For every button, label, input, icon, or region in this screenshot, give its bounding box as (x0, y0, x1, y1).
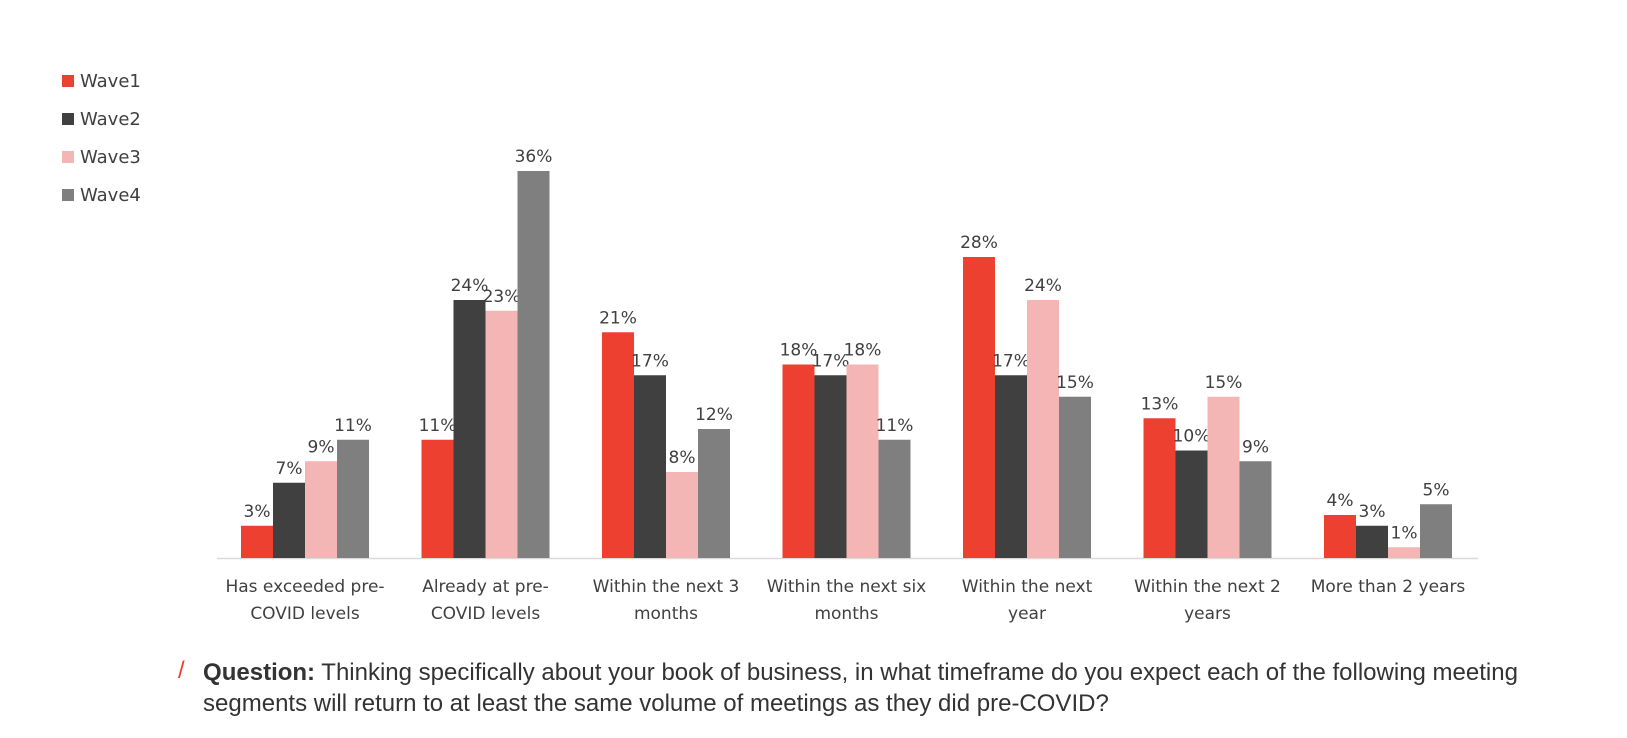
bar-wave3-4 (1027, 300, 1059, 558)
data-label: 7% (276, 459, 303, 479)
category-label: Has exceeded pre-COVID levels (225, 577, 384, 624)
data-label: 1% (1391, 523, 1418, 543)
bar-wave2-3 (814, 375, 847, 558)
question-label: Question: (203, 659, 316, 686)
data-label: 11% (876, 416, 914, 436)
bar-wave3-2 (666, 472, 698, 558)
data-label: 8% (669, 448, 696, 468)
question-block: / Question: Thinking specifically about … (178, 657, 1598, 719)
data-label: 17% (631, 351, 669, 371)
bar-wave4-2 (698, 429, 730, 558)
bar-wave3-1 (485, 310, 518, 558)
bar-wave1-3 (782, 364, 815, 558)
data-label: 24% (451, 276, 489, 296)
data-label: 9% (1242, 437, 1269, 457)
category-label: Within the next six months (767, 577, 927, 624)
data-label: 5% (1423, 480, 1450, 500)
category-label: Within the next year (962, 577, 1093, 624)
legend-swatch (62, 151, 74, 163)
bar-wave1-2 (602, 332, 634, 558)
bar-wave4-5 (1239, 461, 1272, 558)
slash-marker: / (178, 657, 185, 684)
bar-wave2-0 (273, 482, 305, 558)
data-label: 28% (960, 233, 998, 253)
legend-item-wave3: Wave3 (62, 138, 141, 176)
bar-wave2-6 (1356, 525, 1388, 558)
category-label: More than 2 years (1311, 577, 1466, 597)
legend-item-wave2: Wave2 (62, 100, 141, 138)
bar-wave1-5 (1143, 418, 1176, 558)
data-label: 18% (780, 341, 818, 361)
category-label: Already at pre-COVID levels (422, 577, 549, 624)
data-label: 11% (334, 416, 372, 436)
data-label: 13% (1141, 394, 1179, 414)
data-label: 17% (992, 351, 1030, 371)
data-label: 12% (695, 405, 733, 425)
data-label: 23% (483, 287, 521, 307)
question-body: Thinking specifically about your book of… (203, 659, 1518, 717)
bar-wave1-1 (421, 439, 454, 558)
data-label: 9% (308, 437, 335, 457)
data-label: 3% (1359, 502, 1386, 522)
category-label: Within the next 3 months (593, 577, 740, 624)
legend-item-wave4: Wave4 (62, 176, 141, 214)
bar-wave4-0 (337, 439, 369, 558)
data-label: 36% (515, 147, 553, 167)
data-label: 11% (419, 416, 457, 436)
data-label: 3% (244, 502, 271, 522)
data-label: 15% (1056, 373, 1094, 393)
bar-wave3-3 (846, 364, 879, 558)
bar-wave1-0 (241, 525, 273, 558)
bar-wave2-5 (1175, 450, 1208, 558)
question-text: Question: Thinking specifically about yo… (203, 657, 1598, 719)
data-label: 15% (1205, 373, 1243, 393)
legend-label: Wave4 (80, 184, 141, 206)
data-label: 17% (812, 351, 850, 371)
bar-wave4-3 (878, 439, 911, 558)
data-label: 4% (1327, 491, 1354, 511)
data-label: 21% (599, 308, 637, 328)
bar-wave3-5 (1207, 396, 1240, 558)
bar-wave2-4 (995, 375, 1027, 558)
bar-wave1-6 (1324, 515, 1356, 558)
legend-swatch (62, 75, 74, 87)
category-label: Within the next 2 years (1134, 577, 1281, 624)
bar-chart: 3%7%9%11%Has exceeded pre-COVID levels11… (217, 147, 1478, 624)
legend-item-wave1: Wave1 (62, 62, 141, 100)
legend-swatch (62, 189, 74, 201)
legend-swatch (62, 113, 74, 125)
legend: Wave1 Wave2 Wave3 Wave4 (62, 62, 141, 214)
bar-wave1-4 (963, 257, 995, 558)
bar-wave4-6 (1420, 504, 1452, 558)
data-label: 18% (844, 341, 882, 361)
legend-label: Wave1 (80, 70, 141, 92)
bar-wave4-4 (1059, 396, 1091, 558)
bar-wave3-0 (305, 461, 337, 558)
data-label: 24% (1024, 276, 1062, 296)
bar-wave2-1 (453, 300, 486, 558)
legend-label: Wave2 (80, 108, 141, 130)
bar-wave4-1 (517, 171, 550, 558)
data-label: 10% (1173, 427, 1211, 447)
bar-wave3-6 (1388, 547, 1420, 558)
bar-wave2-2 (634, 375, 666, 558)
legend-label: Wave3 (80, 146, 141, 168)
